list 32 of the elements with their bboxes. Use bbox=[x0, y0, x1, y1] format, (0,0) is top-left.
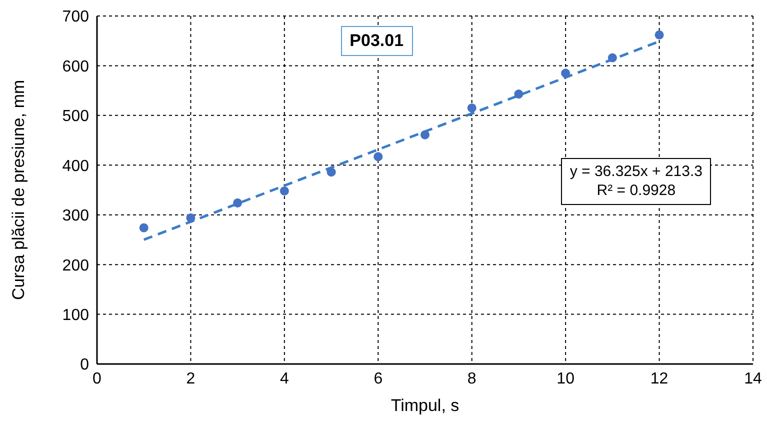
y-tick-label: 500 bbox=[62, 108, 90, 126]
point bbox=[280, 186, 289, 196]
y-tick-label: 400 bbox=[62, 158, 90, 175]
point bbox=[654, 30, 664, 40]
y-tick-label: 300 bbox=[62, 208, 90, 225]
point bbox=[139, 223, 148, 232]
x-tick-label: 14 bbox=[744, 370, 762, 388]
x-tick-label: 8 bbox=[467, 370, 476, 388]
point bbox=[326, 168, 336, 177]
x-tick-label: 2 bbox=[186, 370, 196, 388]
x-tick-label: 4 bbox=[280, 370, 289, 388]
annotation: y = 36.325x + 213.3 R² = 0.9928 bbox=[560, 158, 712, 205]
x-tick-label: 0 bbox=[92, 370, 102, 388]
point bbox=[561, 68, 570, 78]
point bbox=[233, 198, 242, 208]
y-tick-label: 700 bbox=[62, 8, 90, 26]
x-tick-label: 12 bbox=[650, 370, 668, 388]
x-tick-label: 6 bbox=[374, 370, 383, 388]
y-tick-label: 100 bbox=[62, 306, 90, 324]
y-tick-label: 200 bbox=[62, 257, 90, 274]
x-axis-title: Timpul, s bbox=[390, 396, 460, 416]
point bbox=[186, 213, 196, 222]
point bbox=[374, 152, 383, 162]
y-axis-title: Cursa plăcii de presiune, mm bbox=[9, 80, 28, 300]
point bbox=[608, 53, 617, 62]
point bbox=[514, 90, 524, 99]
y-tick-label: 600 bbox=[62, 58, 90, 76]
annotation: P03.01 bbox=[340, 26, 413, 56]
y-tick-label: 0 bbox=[80, 356, 90, 374]
point bbox=[420, 130, 430, 140]
point bbox=[467, 103, 476, 112]
x-tick-label: 10 bbox=[556, 370, 575, 388]
